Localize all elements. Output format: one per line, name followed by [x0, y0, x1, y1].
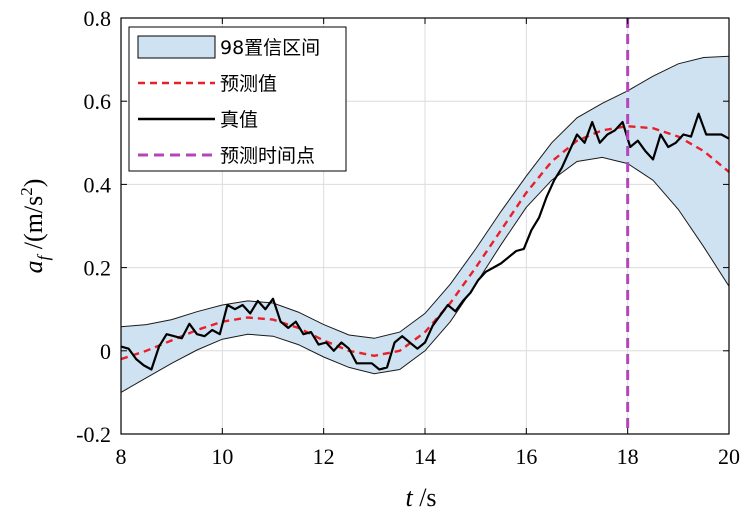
axis-labels: t /s af /(m/s2) [17, 179, 437, 512]
y-tick-label: -0.2 [76, 422, 111, 447]
x-tick-label: 8 [116, 444, 127, 469]
y-tick-label: 0.8 [84, 6, 112, 31]
legend-label: 预测值 [220, 73, 277, 95]
y-tick-label: 0.4 [84, 172, 112, 197]
x-axis-label: t /s [405, 483, 436, 512]
y-tick-label: 0 [100, 339, 111, 364]
series-lines-layer [120, 18, 730, 434]
x-axis-unit: /s [419, 483, 436, 512]
x-tick-label: 16 [515, 444, 537, 469]
x-tick-label: 12 [313, 444, 335, 469]
x-tick-label: 10 [211, 444, 233, 469]
x-tick-label: 14 [414, 444, 436, 469]
y-tick-label: 0.2 [84, 256, 112, 281]
y-axis-variable: a [19, 260, 48, 273]
x-tick-label: 20 [718, 444, 740, 469]
x-tick-label: 18 [617, 444, 639, 469]
y-axis-subscript: f [34, 253, 53, 260]
y-tick-label: 0.6 [84, 89, 112, 114]
legend-swatch-band [137, 35, 216, 59]
x-axis-variable: t [405, 483, 419, 512]
y-axis-label: af /(m/s2) [17, 179, 53, 274]
y-axis-unit: /(m/s [19, 196, 48, 256]
legend-label: 预测时间点 [220, 145, 315, 167]
axis-ticks: 8 10 12 14 16 18 20 -0.2 0 0.2 0.4 0.6 0.8 [76, 6, 740, 469]
legend-label: 98置信区间 [220, 37, 320, 59]
y-axis-superscript: 2 [17, 187, 36, 196]
legend-label: 真值 [220, 109, 258, 131]
y-axis-unit-close: ) [19, 179, 48, 188]
